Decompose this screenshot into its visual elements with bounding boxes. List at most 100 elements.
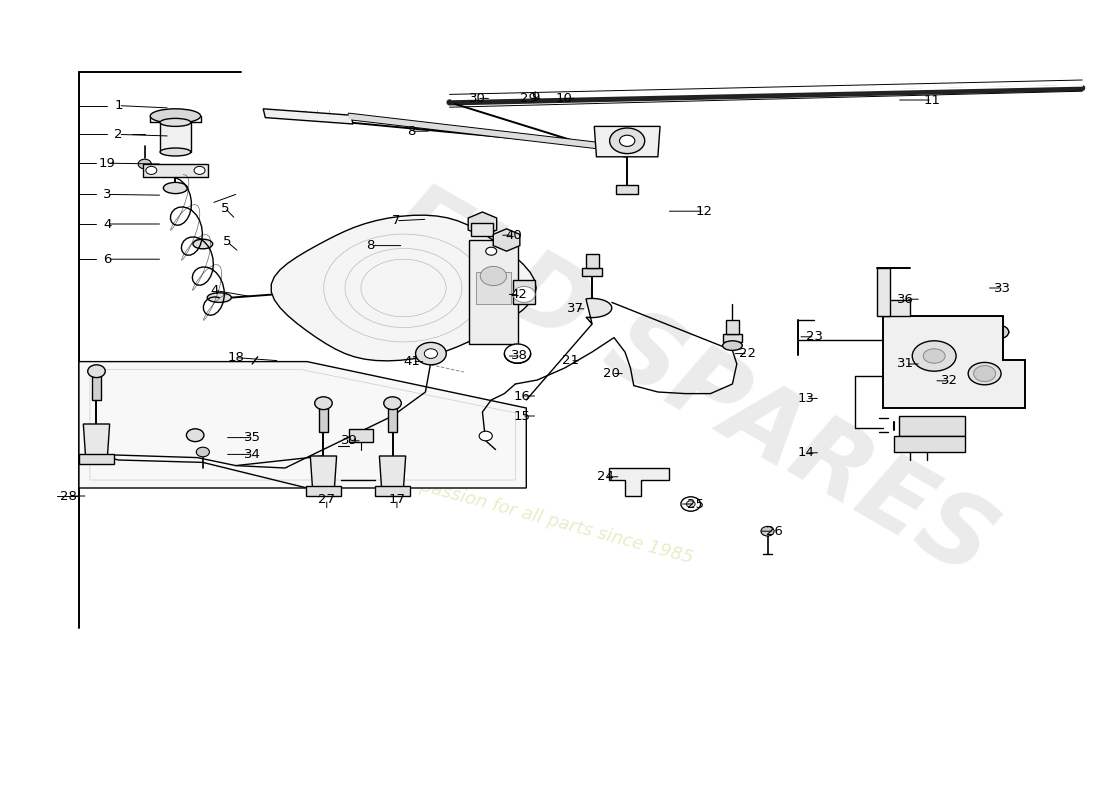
Text: 13: 13	[798, 392, 814, 405]
Bar	[79, 454, 114, 464]
Ellipse shape	[164, 182, 187, 194]
Text: 27: 27	[318, 493, 336, 506]
Circle shape	[139, 159, 152, 169]
Circle shape	[609, 128, 645, 154]
Text: 12: 12	[695, 205, 713, 218]
Text: 24: 24	[597, 470, 614, 483]
Text: 5: 5	[220, 202, 229, 214]
Ellipse shape	[723, 341, 743, 350]
Circle shape	[425, 349, 438, 358]
Text: 6: 6	[103, 253, 111, 266]
Ellipse shape	[161, 118, 190, 126]
Circle shape	[990, 389, 1005, 400]
Bar	[513, 280, 535, 304]
Polygon shape	[310, 456, 337, 488]
Text: 39: 39	[341, 434, 359, 447]
Bar	[470, 240, 517, 344]
Bar	[375, 486, 410, 496]
Circle shape	[486, 247, 497, 255]
Polygon shape	[586, 298, 612, 324]
Circle shape	[681, 497, 701, 511]
Circle shape	[146, 166, 157, 174]
Text: 10: 10	[556, 92, 572, 105]
Polygon shape	[882, 316, 1025, 408]
Text: 36: 36	[898, 293, 914, 306]
Text: 18: 18	[228, 351, 244, 364]
Circle shape	[416, 342, 447, 365]
Text: 42: 42	[510, 288, 527, 301]
Text: 22: 22	[739, 347, 757, 360]
Circle shape	[196, 447, 209, 457]
Text: 19: 19	[99, 157, 116, 170]
Text: 33: 33	[993, 282, 1011, 294]
Polygon shape	[594, 126, 660, 157]
Bar	[161, 122, 190, 152]
Text: 28: 28	[59, 490, 76, 502]
Circle shape	[991, 326, 1009, 338]
Text: 38: 38	[512, 350, 528, 362]
Circle shape	[384, 397, 402, 410]
Text: 1: 1	[114, 99, 123, 112]
Bar	[582, 268, 602, 276]
Polygon shape	[893, 436, 965, 452]
Text: 7: 7	[392, 214, 400, 227]
Bar	[319, 408, 328, 432]
Polygon shape	[263, 109, 353, 124]
Ellipse shape	[968, 362, 1001, 385]
Text: ELD SPARES: ELD SPARES	[372, 172, 1010, 596]
Bar	[92, 376, 101, 400]
Text: 32: 32	[940, 374, 958, 387]
Text: 30: 30	[469, 92, 485, 105]
Text: 26: 26	[766, 525, 782, 538]
Text: 8: 8	[407, 125, 416, 138]
Circle shape	[686, 501, 695, 507]
Polygon shape	[379, 456, 406, 488]
Text: 21: 21	[562, 354, 579, 367]
Text: 15: 15	[514, 410, 530, 422]
Circle shape	[974, 366, 996, 382]
Circle shape	[480, 431, 493, 441]
Bar	[723, 334, 743, 342]
Bar	[472, 223, 494, 236]
Polygon shape	[899, 416, 965, 436]
Ellipse shape	[192, 239, 212, 249]
Text: 29: 29	[520, 92, 537, 105]
Text: 20: 20	[604, 367, 620, 380]
Bar	[616, 185, 638, 194]
Ellipse shape	[923, 349, 945, 363]
Circle shape	[505, 344, 530, 363]
Text: 14: 14	[798, 446, 814, 459]
Text: 4: 4	[103, 218, 111, 230]
Text: 25: 25	[686, 498, 704, 510]
Ellipse shape	[207, 293, 231, 302]
Polygon shape	[608, 468, 669, 496]
Ellipse shape	[912, 341, 956, 371]
Text: 3: 3	[103, 188, 112, 201]
Circle shape	[315, 397, 332, 410]
Text: 9: 9	[531, 91, 539, 104]
Ellipse shape	[151, 109, 200, 123]
Bar	[882, 300, 910, 316]
Text: 4: 4	[211, 284, 219, 297]
Text: 31: 31	[898, 358, 914, 370]
Text: 37: 37	[568, 302, 584, 315]
Text: 23: 23	[806, 330, 823, 343]
Text: 34: 34	[244, 448, 261, 461]
Ellipse shape	[161, 148, 190, 156]
Polygon shape	[84, 424, 110, 456]
Bar	[476, 272, 510, 304]
Polygon shape	[272, 215, 536, 361]
Bar	[349, 429, 373, 442]
Text: 11: 11	[924, 94, 940, 106]
Circle shape	[619, 135, 635, 146]
Circle shape	[761, 526, 774, 536]
Text: 2: 2	[114, 128, 123, 141]
Circle shape	[186, 429, 204, 442]
Bar	[306, 486, 341, 496]
Polygon shape	[349, 114, 608, 150]
Text: 8: 8	[366, 239, 375, 252]
Bar	[877, 268, 890, 316]
Text: 5: 5	[222, 235, 231, 248]
Text: 40: 40	[506, 229, 522, 242]
Polygon shape	[469, 212, 497, 236]
